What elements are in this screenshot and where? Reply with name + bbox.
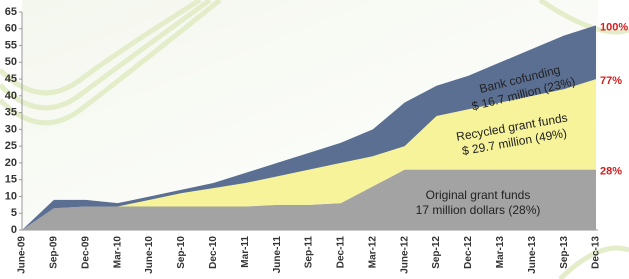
y-tick-label: 45 xyxy=(5,73,17,85)
y-tick-label: 10 xyxy=(5,190,17,202)
x-tick-label: June-10 xyxy=(144,236,155,274)
end-label: 100% xyxy=(600,21,628,33)
x-tick-label: June-13 xyxy=(527,236,538,274)
x-tick-label: Mar-12 xyxy=(367,236,378,269)
y-tick-label: 5 xyxy=(11,207,17,219)
y-tick-label: 15 xyxy=(5,174,17,186)
y-tick-label: 35 xyxy=(5,107,17,119)
x-tick-label: Dec-10 xyxy=(208,236,219,269)
x-tick-label: Sep-12 xyxy=(431,236,442,269)
x-tick-label: June-09 xyxy=(17,236,28,274)
x-tick-label: June-12 xyxy=(399,236,410,274)
y-tick-label: 50 xyxy=(5,56,17,68)
chart: 0 5 10 15 20 25 30 35 40 45 50 55 60 65 June-09 Sep-09 D… xyxy=(0,0,629,279)
x-tick-label: Sep-11 xyxy=(304,236,315,269)
x-tick-label: Mar-11 xyxy=(240,236,251,268)
x-tick-label: Sep-10 xyxy=(176,236,187,269)
x-tick-label: Dec-12 xyxy=(463,236,474,269)
y-tick-label: 65 xyxy=(5,6,17,18)
y-tick-label: 30 xyxy=(5,123,17,135)
end-label: 28% xyxy=(600,166,622,178)
y-tick-label: 60 xyxy=(5,23,17,35)
x-tick-label: Mar-10 xyxy=(112,236,123,269)
x-tick-label: June-11 xyxy=(272,236,283,274)
x-tick-label: Dec-13 xyxy=(591,236,602,269)
y-tick-label: 20 xyxy=(5,157,17,169)
y-tick-label: 25 xyxy=(5,140,17,152)
x-tick-label: Dec-09 xyxy=(80,236,91,269)
y-tick-label: 40 xyxy=(5,90,17,102)
annotation: 17 million dollars (28%) xyxy=(416,203,541,217)
x-tick-label: Dec-11 xyxy=(336,236,347,269)
x-tick-label: Sep-13 xyxy=(559,236,570,269)
end-label: 77% xyxy=(600,75,622,87)
y-tick-label: 0 xyxy=(11,224,17,236)
y-tick-label: 55 xyxy=(5,39,17,51)
annotation: Original grant funds xyxy=(426,188,531,202)
x-tick-label: Mar-13 xyxy=(495,236,506,269)
x-tick-label: Sep-09 xyxy=(49,236,60,269)
